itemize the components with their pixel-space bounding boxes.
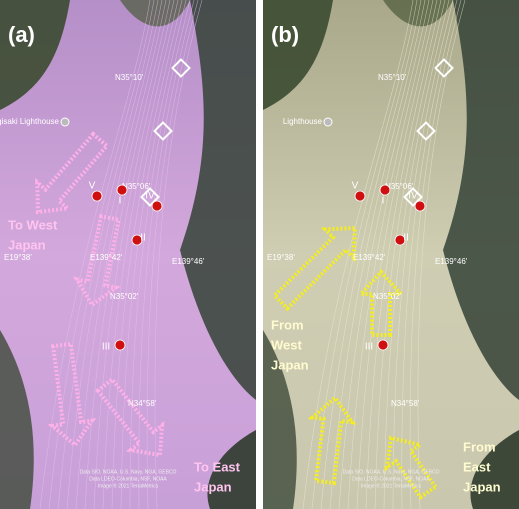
station-label: I <box>382 196 385 207</box>
direction-label: Japan <box>8 237 46 252</box>
station-label: III <box>102 342 110 353</box>
map-credit: Image © 2021 TerraMetrics <box>361 482 422 489</box>
lighthouse-label: Lighthouse <box>283 117 323 126</box>
station-marker <box>92 191 102 201</box>
direction-label: Japan <box>463 479 501 494</box>
longitude-label: E139°42' <box>90 253 123 262</box>
station-label: V <box>352 181 359 192</box>
map-credit: Data SIO, NOAA, U.S. Navy, NGA, GEBCO <box>343 469 440 475</box>
panel-label: (a) <box>8 22 35 47</box>
map-panel: agisaki LighthouseN35°10'N35°06'N35°02'N… <box>0 0 256 509</box>
station-marker <box>355 191 365 201</box>
direction-label: To West <box>8 217 58 232</box>
lighthouse-marker <box>324 118 332 126</box>
station-label: III <box>365 342 373 353</box>
lighthouse-label: agisaki Lighthouse <box>0 117 60 126</box>
latitude-label: N35°10' <box>378 73 407 82</box>
map-credit: Data LDEO-Columbia, NSF, NOAA <box>89 476 167 482</box>
station-label: I <box>119 196 122 207</box>
direction-label: To East <box>194 459 241 474</box>
lighthouse-marker <box>61 118 69 126</box>
station-label: IV <box>145 191 155 202</box>
station-marker <box>378 340 388 350</box>
direction-label: From <box>271 317 304 332</box>
latitude-label: N35°10' <box>115 73 144 82</box>
figure: agisaki LighthouseN35°10'N35°06'N35°02'N… <box>0 0 519 509</box>
latitude-label: N35°02' <box>110 292 139 301</box>
station-label: II <box>140 233 146 244</box>
latitude-label: N34°58' <box>391 399 420 408</box>
station-marker <box>415 201 425 211</box>
latitude-label: N34°58' <box>128 399 157 408</box>
longitude-label: E19°38' <box>267 253 295 262</box>
longitude-label: E19°38' <box>4 253 32 262</box>
station-label: II <box>403 233 409 244</box>
longitude-label: E139°46' <box>435 257 468 266</box>
station-marker <box>115 340 125 350</box>
station-marker <box>152 201 162 211</box>
station-label: IV <box>408 191 418 202</box>
direction-label: West <box>271 337 302 352</box>
direction-label: East <box>463 459 491 474</box>
longitude-label: E139°46' <box>172 257 205 266</box>
map-credit: Data SIO, NOAA, U.S. Navy, NGA, GEBCO <box>80 469 177 475</box>
station-marker <box>117 185 127 195</box>
direction-label: From <box>463 439 496 454</box>
direction-label: Japan <box>271 357 309 372</box>
panel-label: (b) <box>271 22 299 47</box>
map-credit: Image © 2021 TerraMetrics <box>98 482 159 489</box>
latitude-label: N35°02' <box>373 292 402 301</box>
map-panel: LighthouseN35°10'N35°06'N35°02'N34°58'E1… <box>263 0 519 509</box>
direction-label: Japan <box>194 479 232 494</box>
map-credit: Data LDEO-Columbia, NSF, NOAA <box>352 476 430 482</box>
longitude-label: E139°42' <box>353 253 386 262</box>
station-label: V <box>89 181 96 192</box>
station-marker <box>380 185 390 195</box>
